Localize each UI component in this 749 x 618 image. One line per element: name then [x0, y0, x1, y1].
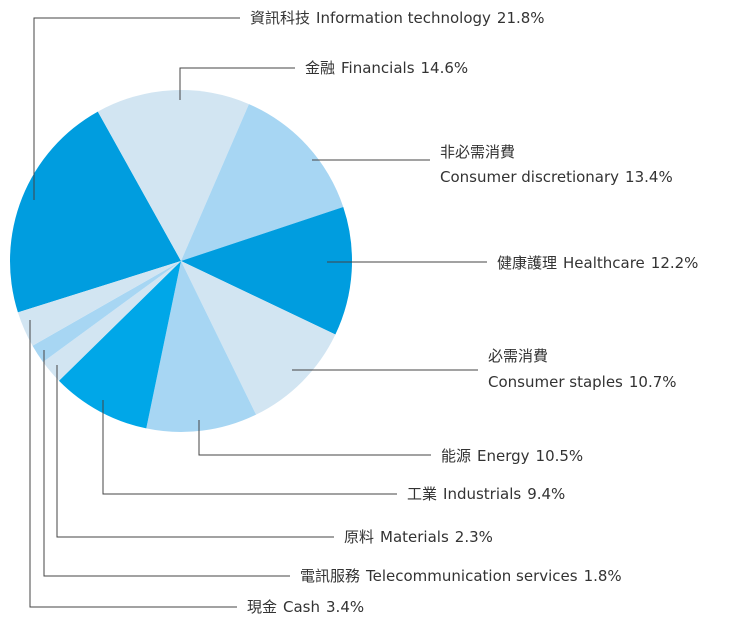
pie-slice [17, 261, 182, 346]
value-label: 3.4% [326, 598, 364, 616]
pie-slice [181, 261, 336, 415]
leader-line [56, 365, 334, 538]
label-en: Consumer staples [488, 373, 623, 391]
label-en: Industrials [443, 485, 521, 503]
slice-label: 必需消費 Consumer staples 10.7% [488, 347, 677, 391]
label-en: Financials [341, 59, 415, 77]
label-en: Materials [380, 528, 449, 546]
leader-line [43, 350, 290, 577]
value-label: 2.3% [455, 528, 493, 546]
pie-slice [181, 207, 352, 335]
leader-line [33, 17, 240, 200]
slice-label: 金融 Financials 14.6% [305, 59, 468, 77]
label-en: Cash [283, 598, 320, 616]
label-zh: 健康護理 [497, 254, 557, 272]
pie-slice [181, 104, 344, 261]
pie-slice [97, 90, 249, 261]
label-zh: 工業 [407, 485, 437, 503]
label-en: Information technology [316, 9, 491, 27]
pie-slice [32, 261, 181, 362]
slice-label: 能源 Energy 10.5% [441, 447, 583, 465]
value-label: 10.7% [629, 373, 677, 391]
value-label: 13.4% [625, 168, 673, 186]
pie-slice [43, 261, 181, 381]
slice-label: 現金 Cash 3.4% [247, 598, 364, 616]
slice-label: 原料 Materials 2.3% [344, 528, 493, 546]
label-en: Telecommunication services [365, 567, 578, 585]
value-label: 1.8% [584, 567, 622, 585]
leader-line [179, 67, 295, 100]
slice-label: 非必需消費 Consumer discretionary 13.4% [440, 143, 673, 186]
label-zh: 金融 [305, 59, 335, 77]
label-en: Consumer discretionary [440, 168, 619, 186]
label-en: Energy [477, 447, 530, 465]
leader-line [198, 420, 431, 456]
label-zh: 資訊科技 [250, 9, 310, 27]
slice-label: 健康護理 Healthcare 12.2% [497, 254, 698, 272]
slice-label: 工業 Industrials 9.4% [407, 485, 565, 503]
label-zh: 能源 [441, 447, 471, 465]
value-label: 21.8% [497, 9, 545, 27]
value-label: 12.2% [651, 254, 699, 272]
label-zh: 原料 [344, 528, 374, 546]
leader-line [29, 320, 237, 608]
label-zh: 必需消費 [488, 347, 548, 365]
label-zh: 現金 [247, 598, 277, 616]
pie-slice [146, 261, 257, 432]
slice-label: 電訊服務 Telecommunication services 1.8% [300, 567, 622, 585]
value-label: 9.4% [527, 485, 565, 503]
label-zh: 電訊服務 [300, 567, 360, 585]
value-label: 10.5% [536, 447, 584, 465]
value-label: 14.6% [421, 59, 469, 77]
leader-line [102, 400, 397, 495]
pie-slice [9, 111, 181, 313]
label-zh: 非必需消費 [440, 143, 515, 161]
pie-slice [58, 261, 181, 429]
label-en: Healthcare [563, 254, 645, 272]
slice-label: 資訊科技 Information technology 21.8% [250, 9, 545, 27]
